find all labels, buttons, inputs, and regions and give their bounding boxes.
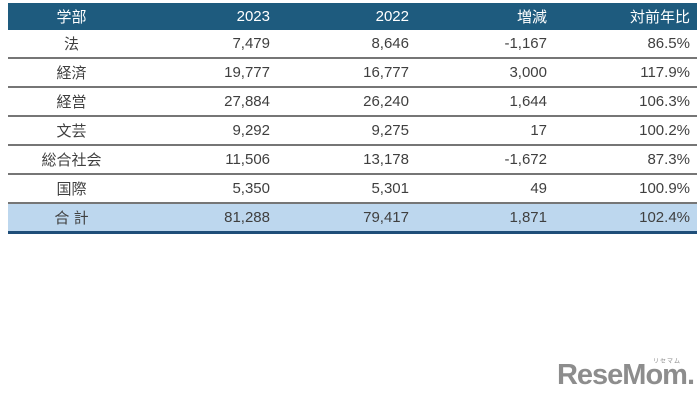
cell-faculty: 国際 xyxy=(8,174,135,204)
table-row: 総合社会 11,506 13,178 -1,672 87.3% xyxy=(8,145,697,175)
column-header-yoy-ratio: 対前年比 xyxy=(554,3,697,30)
cell-ratio: 86.5% xyxy=(554,30,697,59)
resemom-logo-ruby-text: リセマム xyxy=(652,359,681,365)
cell-2022: 16,777 xyxy=(277,58,416,88)
cell-2023: 27,884 xyxy=(135,87,277,117)
cell-faculty: 総合社会 xyxy=(8,145,135,175)
column-header-diff: 増減 xyxy=(416,3,554,30)
table-total-row: 合 計 81,288 79,417 1,871 102.4% xyxy=(8,203,697,234)
cell-diff: -1,672 xyxy=(416,145,554,175)
cell-ratio: 87.3% xyxy=(554,145,697,175)
resemom-logo-text: ReseMom. xyxy=(556,359,695,391)
faculty-comparison-table: 学部 2023 2022 増減 対前年比 法 7,479 8,646 -1,16… xyxy=(8,3,697,234)
cell-2023: 9,292 xyxy=(135,116,277,146)
column-header-faculty: 学部 xyxy=(8,3,135,30)
cell-faculty: 経営 xyxy=(8,87,135,117)
table-row: 法 7,479 8,646 -1,167 86.5% xyxy=(8,30,697,59)
cell-2022: 26,240 xyxy=(277,87,416,117)
cell-ratio: 117.9% xyxy=(554,58,697,88)
cell-2022: 8,646 xyxy=(277,30,416,59)
table-row: 文芸 9,292 9,275 17 100.2% xyxy=(8,116,697,146)
cell-faculty: 経済 xyxy=(8,58,135,88)
cell-total-2023: 81,288 xyxy=(135,203,277,234)
cell-2022: 9,275 xyxy=(277,116,416,146)
cell-2023: 7,479 xyxy=(135,30,277,59)
resemom-logo: リセマム ReseMom. xyxy=(556,356,695,394)
table-header-row: 学部 2023 2022 増減 対前年比 xyxy=(8,3,697,30)
cell-diff: 49 xyxy=(416,174,554,204)
cell-total-2022: 79,417 xyxy=(277,203,416,234)
cell-faculty: 文芸 xyxy=(8,116,135,146)
table-row: 国際 5,350 5,301 49 100.9% xyxy=(8,174,697,204)
cell-2023: 5,350 xyxy=(135,174,277,204)
cell-diff: 1,644 xyxy=(416,87,554,117)
column-header-2022: 2022 xyxy=(277,3,416,30)
table-row: 経営 27,884 26,240 1,644 106.3% xyxy=(8,87,697,117)
cell-2023: 19,777 xyxy=(135,58,277,88)
column-header-2023: 2023 xyxy=(135,3,277,30)
cell-ratio: 106.3% xyxy=(554,87,697,117)
cell-diff: -1,167 xyxy=(416,30,554,59)
cell-diff: 17 xyxy=(416,116,554,146)
cell-ratio: 100.2% xyxy=(554,116,697,146)
cell-2022: 13,178 xyxy=(277,145,416,175)
cell-total-ratio: 102.4% xyxy=(554,203,697,234)
cell-diff: 3,000 xyxy=(416,58,554,88)
cell-2022: 5,301 xyxy=(277,174,416,204)
cell-faculty: 法 xyxy=(8,30,135,59)
cell-total-diff: 1,871 xyxy=(416,203,554,234)
table-row: 経済 19,777 16,777 3,000 117.9% xyxy=(8,58,697,88)
cell-2023: 11,506 xyxy=(135,145,277,175)
cell-ratio: 100.9% xyxy=(554,174,697,204)
cell-total-label: 合 計 xyxy=(8,203,135,234)
